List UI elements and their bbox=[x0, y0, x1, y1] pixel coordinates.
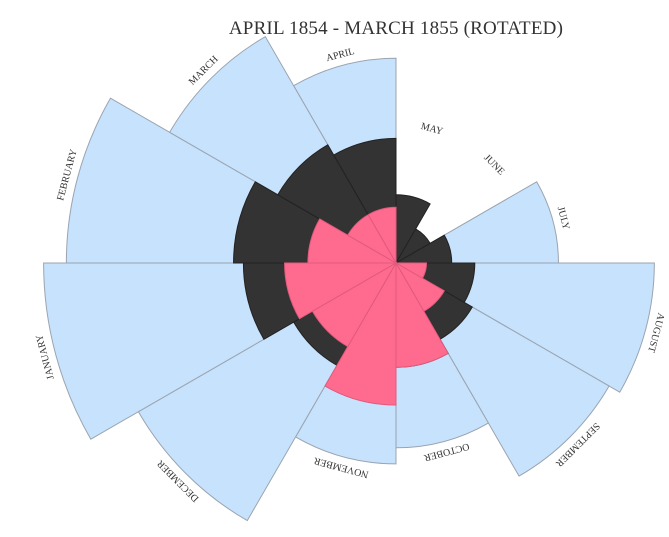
other-wedge-may bbox=[395, 194, 431, 265]
month-label-july: JULY bbox=[555, 205, 572, 231]
month-label-may: MAY bbox=[420, 121, 445, 137]
chart-title: APRIL 1854 - MARCH 1855 (ROTATED) bbox=[228, 18, 564, 39]
series-wounds bbox=[284, 206, 449, 406]
month-label-april: APRIL bbox=[325, 46, 356, 64]
wounds-wedge-november bbox=[324, 261, 397, 406]
wounds-wedge-february bbox=[307, 218, 398, 264]
month-label-june: JUNE bbox=[481, 153, 506, 178]
wounds-wedge-january bbox=[284, 262, 398, 320]
wounds-wedge-march bbox=[347, 214, 398, 265]
